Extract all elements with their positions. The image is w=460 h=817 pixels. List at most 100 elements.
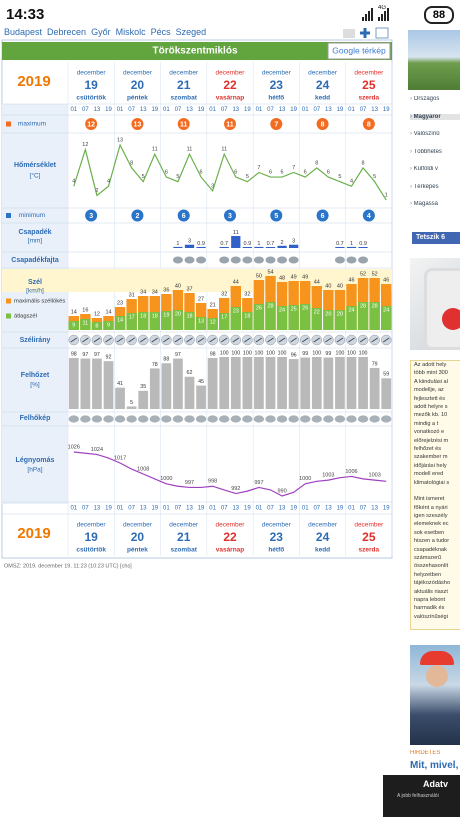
wind-value-label: 18	[186, 313, 192, 319]
temperature-value-label: 4	[107, 179, 110, 185]
like-button[interactable]: Tetszik 6	[412, 232, 460, 244]
hour-label: 01	[348, 107, 355, 113]
month: december	[262, 522, 292, 529]
hour-label: 07	[313, 107, 320, 113]
precip-icon	[172, 256, 183, 264]
menu-item[interactable]: Országos	[410, 96, 460, 102]
precip-label: 0.7	[220, 241, 228, 247]
wind-value-label: 21	[210, 302, 216, 308]
wind-bar	[265, 302, 276, 330]
city-link[interactable]: Pécs	[150, 27, 171, 37]
text-line: tájékozódásho	[414, 580, 451, 587]
temp-badge	[131, 118, 144, 130]
wind-value-label: 18	[140, 313, 146, 319]
weekday: kedd	[315, 95, 330, 102]
row-label: Szélirány	[20, 337, 51, 344]
temperature-value-label: 4	[72, 179, 75, 185]
pressure-value-label: 1003	[322, 473, 334, 479]
temp-badge	[85, 209, 98, 222]
cloud-bar	[230, 357, 241, 409]
precip-label: 3	[188, 239, 191, 245]
wind-dir-arrow	[163, 337, 170, 343]
day: 19	[84, 530, 98, 544]
label-column	[2, 104, 68, 504]
wind-value-label: 46	[348, 277, 354, 283]
city-link[interactable]: Szeged	[175, 27, 207, 37]
hour-label: 01	[70, 107, 77, 113]
map-button[interactable]	[327, 42, 391, 60]
text-line: sok esetben	[414, 529, 445, 536]
wind-value-label: 13	[198, 318, 204, 324]
menu-item[interactable]: Térképes	[410, 184, 460, 190]
hour-label: 13	[279, 107, 286, 113]
text-line: A kiindulási al	[414, 378, 448, 385]
wind-value-label: 52	[360, 271, 366, 277]
city-link[interactable]: Győr	[91, 27, 111, 37]
wind-bar	[103, 321, 114, 330]
ad-title[interactable]: Mit, mivel,	[410, 760, 459, 771]
temperature-value-label: 7	[292, 165, 295, 171]
hour-label: 01	[117, 107, 124, 113]
hour-label: 01	[348, 506, 355, 512]
wind-dir-arrow	[82, 337, 89, 343]
day: 19	[84, 78, 98, 92]
temp-badge	[224, 209, 236, 222]
wind-bar	[114, 316, 126, 330]
wind-bar	[357, 302, 369, 330]
wind-value-label: 26	[302, 305, 308, 311]
temp-badge-label: 6	[321, 213, 325, 220]
temperature-value-label: 6	[269, 170, 272, 176]
wind-value-label: 32	[221, 291, 227, 297]
cloud-label: 96	[291, 352, 297, 358]
cloud-bar	[358, 357, 368, 409]
wind-bar	[311, 308, 322, 330]
wind-dir-arrow	[267, 337, 274, 343]
hour-label: 13	[279, 506, 286, 512]
hour-label: 07	[221, 107, 228, 113]
cloud-label: 62	[187, 370, 193, 376]
city-link[interactable]: Debrecen	[47, 27, 87, 37]
pressure-value-label: 992	[231, 486, 240, 492]
cloud-bar	[369, 367, 380, 409]
cloud-icon	[172, 415, 184, 423]
cloud-icon	[288, 415, 299, 423]
wind-bar	[276, 306, 288, 330]
cloud-bar	[288, 359, 299, 409]
text-line: hiszen a tudor	[414, 538, 450, 545]
temp-badge	[362, 118, 375, 130]
menu-item[interactable]: Magassá	[410, 201, 460, 207]
hour-label: 19	[337, 107, 344, 113]
wind-value-label: 14	[105, 309, 111, 315]
cloud-label: 100	[312, 350, 321, 356]
hour-label: 07	[313, 506, 320, 512]
city-link[interactable]: Miskolc	[115, 27, 146, 37]
wind-bar	[161, 311, 172, 330]
year: 2019	[17, 525, 50, 542]
menu-item[interactable]: Többhetes	[410, 149, 460, 155]
wind-value-label: 44	[233, 279, 239, 285]
banner-text: A jobb felhasználói	[397, 793, 439, 799]
precip-label: 0.7	[267, 241, 275, 247]
weekday: péntek	[127, 95, 148, 102]
day: 21	[177, 530, 191, 544]
temperature-value-label: 7	[257, 165, 260, 171]
wind-dir-arrow	[186, 337, 193, 343]
cloud-icon	[357, 415, 369, 423]
menu-item[interactable]: Külföldi v	[410, 166, 460, 172]
city-link[interactable]: Budapest	[4, 27, 43, 37]
cloud-label: 100	[359, 350, 368, 356]
wind-value-label: 22	[314, 309, 320, 315]
pressure-value-label: 1024	[91, 447, 103, 453]
menu-item[interactable]: Valószínű	[410, 131, 460, 137]
menu-item[interactable]: Magyaror	[410, 113, 460, 120]
text-line: aktuális riaszt	[414, 588, 448, 595]
wind-bar	[184, 293, 195, 330]
temperature-value-label: 8	[130, 160, 133, 166]
text-line: Mint ismeret	[414, 496, 445, 503]
wind-value-label: 25	[291, 306, 297, 312]
wind-dir-arrow	[313, 337, 321, 343]
cloud-label: 92	[106, 355, 112, 361]
cloud-label: 100	[243, 350, 252, 356]
cloud-label: 100	[347, 350, 356, 356]
